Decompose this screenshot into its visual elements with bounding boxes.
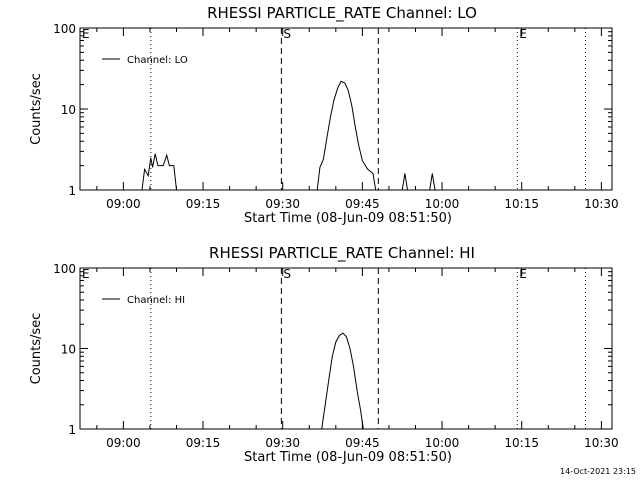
chart-title: RHESSI PARTICLE_RATE Channel: LO xyxy=(207,4,477,23)
time-marker-label: E xyxy=(519,27,527,41)
x-tick-label: 10:15 xyxy=(504,436,539,450)
y-axis-label: Counts/sec xyxy=(29,313,44,385)
series-line xyxy=(429,173,436,191)
x-axis-label: Start Time (08-Jun-09 08:51:50) xyxy=(244,450,452,465)
series-line xyxy=(321,332,364,430)
x-tick-label: 10:30 xyxy=(584,197,619,211)
x-tick-label: 09:00 xyxy=(106,436,141,450)
y-tick-label: 1 xyxy=(68,184,76,198)
x-tick-label: 09:00 xyxy=(106,197,141,211)
time-marker-label: E xyxy=(82,27,90,41)
y-tick-label: 10 xyxy=(61,103,76,117)
x-axis-label: Start Time (08-Jun-09 08:51:50) xyxy=(244,211,452,226)
x-tick-label: 10:00 xyxy=(425,197,460,211)
panel-2: RHESSI PARTICLE_RATE Channel: HI 09:00 09:… xyxy=(29,244,619,465)
generated-timestamp: 14-Oct-2021 23:15 xyxy=(560,467,636,476)
y-axis-label: Counts/sec xyxy=(29,73,44,145)
plot-frame xyxy=(79,267,613,430)
x-tick-label: 09:30 xyxy=(265,436,300,450)
time-marker-label: E xyxy=(82,267,90,281)
x-tick-label: 09:45 xyxy=(345,197,380,211)
x-tick-label: 09:15 xyxy=(186,436,221,450)
x-tick-label: 09:15 xyxy=(186,197,221,211)
x-tick-label: 10:15 xyxy=(504,197,539,211)
time-marker-label: S xyxy=(283,267,291,281)
chart-title: RHESSI PARTICLE_RATE Channel: HI xyxy=(209,244,475,263)
time-marker-label: E xyxy=(519,267,527,281)
legend-label: Channel: LO xyxy=(127,55,188,66)
y-tick-label: 100 xyxy=(53,22,76,36)
legend-label: Channel: HI xyxy=(127,295,185,306)
y-tick-label: 1 xyxy=(68,423,76,437)
time-marker-label: S xyxy=(283,27,291,41)
x-tick-label: 10:00 xyxy=(425,436,460,450)
y-tick-label: 100 xyxy=(53,262,76,276)
series-line xyxy=(141,153,177,191)
panel-1: RHESSI PARTICLE_RATE Channel: LO 09:00 09:… xyxy=(29,4,619,226)
x-tick-label: 10:30 xyxy=(584,436,619,450)
series-line xyxy=(316,80,377,191)
y-tick-label: 10 xyxy=(61,343,76,357)
x-tick-label: 09:30 xyxy=(265,197,300,211)
series-line xyxy=(401,173,408,191)
x-tick-label: 09:45 xyxy=(345,436,380,450)
